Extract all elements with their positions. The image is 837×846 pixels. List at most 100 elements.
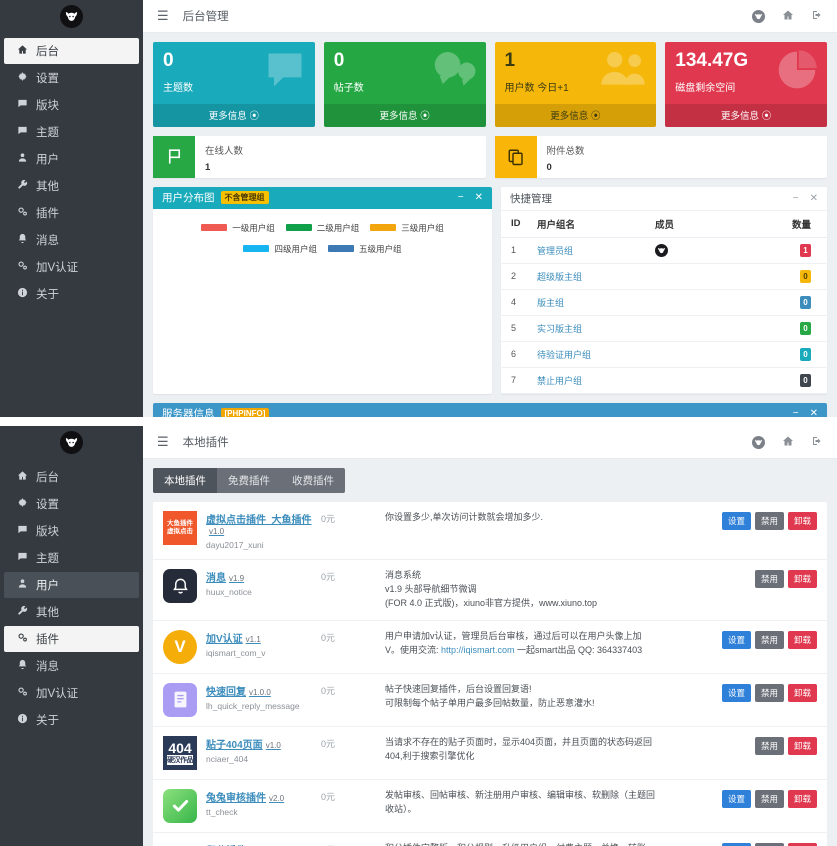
table-row[interactable]: 4 版主组 0	[501, 289, 827, 316]
avatar-icon[interactable]	[752, 9, 765, 23]
plugin-name[interactable]: 快速回复 v1.0.0	[206, 686, 271, 698]
legend-swatch	[370, 224, 397, 232]
sidebar-item-0[interactable]: 后台	[4, 464, 139, 490]
plugin-action-卸载[interactable]: 卸载	[787, 512, 817, 530]
minus-icon[interactable]: −	[792, 408, 799, 417]
sidebar-item-6[interactable]: 插件	[4, 200, 139, 226]
more-info-link[interactable]: 更多信息 ⦿	[494, 103, 657, 127]
plugin-row: 快速回复 v1.0.0 lh_quick_reply_message 0元 帖子快速回复…	[153, 674, 827, 727]
sidebar-item-4[interactable]: 用户	[4, 572, 139, 598]
brand-logo[interactable]	[0, 0, 143, 33]
group-name[interactable]: 管理员组	[527, 237, 645, 264]
sidebar-item-9[interactable]: 关于	[4, 281, 139, 307]
legend-label: 四级用户组	[274, 243, 317, 254]
avatar[interactable]	[655, 243, 668, 257]
plugin-name[interactable]: 积分插件v2.00	[206, 842, 321, 846]
sidebar: 后台 设置版块主题 用户 其他 插件 消息 加V认证 关于	[0, 426, 143, 846]
sidebar-item-3[interactable]: 主题	[4, 119, 139, 145]
group-name[interactable]: 待验证用户组	[527, 341, 645, 368]
legend-item-2[interactable]: 三级用户组	[370, 222, 444, 234]
sidebar-item-5[interactable]: 其他	[4, 599, 139, 625]
home-icon[interactable]	[782, 9, 794, 23]
plugin-action-卸载[interactable]: 卸载	[787, 630, 817, 649]
plugin-row: $积分插件v2.00tt_credits0元积分插件完整版。积分规则、升级用户组…	[153, 833, 827, 846]
plugin-desc-line: 你设置多少,单次访问计数就会增加多少.	[385, 512, 544, 522]
sidebar-item-3[interactable]: 主题	[4, 545, 139, 571]
plugin-action-禁用[interactable]: 禁用	[754, 570, 784, 588]
legend-item-1[interactable]: 二级用户组	[285, 222, 359, 234]
plugin-action-卸载[interactable]: 卸载	[787, 683, 817, 702]
table-row[interactable]: 5 实习版主组 0	[501, 315, 827, 342]
sidebar-item-2[interactable]: 版块	[4, 92, 139, 118]
plugin-action-设置[interactable]: 设置	[721, 789, 751, 808]
sidebar-item-4[interactable]: 用户	[4, 146, 139, 172]
more-info-link[interactable]: 更多信息 ⦿	[323, 103, 486, 127]
group-name[interactable]: 实习版主组	[527, 315, 645, 342]
sidebar-item-2[interactable]: 版块	[4, 518, 139, 544]
tab-1[interactable]: 免费插件	[228, 475, 270, 487]
plugin-action-禁用[interactable]: 禁用	[754, 512, 784, 530]
home-icon[interactable]	[782, 435, 794, 449]
legend-item-4[interactable]: 五级用户组	[328, 243, 402, 255]
sidebar-item-1[interactable]: 设置	[4, 65, 139, 91]
stat-value: 0	[163, 50, 174, 71]
sidebar-item-7[interactable]: 消息	[4, 653, 139, 679]
sidebar-item-label: 版块	[36, 526, 59, 538]
sidebar-item-6[interactable]: 插件	[4, 626, 139, 652]
more-info-link[interactable]: 更多信息 ⦿	[665, 103, 827, 127]
plugin-action-禁用[interactable]: 禁用	[754, 789, 784, 808]
plugin-action-卸载[interactable]: 卸载	[787, 789, 817, 808]
minus-icon[interactable]: −	[792, 192, 799, 204]
table-row[interactable]: 2 超级版主组 0	[501, 263, 827, 290]
plugin-name[interactable]: 消息 v1.9	[206, 573, 245, 584]
plugin-action-卸载[interactable]: 卸载	[787, 736, 817, 755]
sidebar-item-9[interactable]: 关于	[4, 707, 139, 733]
plugin-name[interactable]: 虚拟点击插件_大鱼插件v1.0	[206, 515, 312, 536]
logout-icon[interactable]	[811, 9, 823, 23]
plugin-action-设置[interactable]: 设置	[721, 512, 751, 530]
tab-2[interactable]: 收费插件	[292, 475, 334, 487]
plugin-action-禁用[interactable]: 禁用	[754, 736, 784, 755]
sidebar-item-8[interactable]: 加V认证	[4, 254, 139, 280]
hamburger-icon[interactable]: ☰	[157, 8, 169, 23]
phpinfo-badge[interactable]: [PHPINFO]	[220, 408, 270, 417]
close-icon[interactable]: ✕	[809, 192, 818, 204]
legend-item-3[interactable]: 四级用户组	[243, 243, 317, 255]
plugin-action-禁用[interactable]: 禁用	[754, 683, 784, 702]
close-icon[interactable]: ✕	[809, 408, 818, 417]
plugin-action-设置[interactable]: 设置	[721, 842, 751, 846]
group-name[interactable]: 禁止用户组	[527, 367, 645, 394]
plugin-name[interactable]: 贴子404页面 v1.0	[206, 739, 281, 751]
plugin-action-卸载[interactable]: 卸载	[787, 842, 817, 846]
more-info-link[interactable]: 更多信息 ⦿	[153, 103, 315, 127]
table-row[interactable]: 7 禁止用户组 0	[501, 367, 827, 394]
legend-item-0[interactable]: 一级用户组	[201, 222, 275, 234]
sidebar-item-5[interactable]: 其他	[4, 173, 139, 199]
plugin-action-设置[interactable]: 设置	[721, 630, 751, 649]
plugin-action-禁用[interactable]: 禁用	[754, 630, 784, 649]
plugin-desc-line: 消息系统	[385, 570, 422, 580]
minus-icon[interactable]: −	[457, 192, 464, 204]
sidebar-item-7[interactable]: 消息	[4, 227, 139, 253]
logout-icon[interactable]	[811, 435, 823, 449]
avatar-icon[interactable]	[752, 435, 765, 449]
sidebar-item-8[interactable]: 加V认证	[4, 680, 139, 706]
plugin-action-卸载[interactable]: 卸载	[787, 570, 817, 588]
plugin-link[interactable]: http://iqismart.com	[441, 644, 515, 655]
group-name[interactable]: 超级版主组	[527, 263, 645, 290]
plugin-name[interactable]: 兔兔审核插件 v2.0	[206, 792, 285, 804]
table-row[interactable]: 6 待验证用户组 0	[501, 341, 827, 368]
group-name[interactable]: 版主组	[527, 289, 645, 316]
brand-logo[interactable]	[0, 426, 143, 459]
hamburger-icon[interactable]: ☰	[157, 434, 169, 449]
plugin-desc-line: 当请求不存在的贴子页面时，显示404页面，并且页面的状态码返回	[385, 736, 653, 747]
table-row[interactable]: 1 管理员组 1	[501, 237, 827, 264]
plugin-action-禁用[interactable]: 禁用	[754, 842, 784, 846]
close-icon[interactable]: ✕	[474, 192, 483, 204]
plugin-action-设置[interactable]: 设置	[721, 683, 751, 702]
plugin-name[interactable]: 加V认证 v1.1	[206, 633, 261, 645]
sidebar-item-1[interactable]: 设置	[4, 491, 139, 517]
plugin-slug: tt_check	[206, 806, 238, 817]
sidebar-item-0[interactable]: 后台	[4, 38, 139, 64]
tab-0[interactable]: 本地插件	[153, 468, 217, 493]
